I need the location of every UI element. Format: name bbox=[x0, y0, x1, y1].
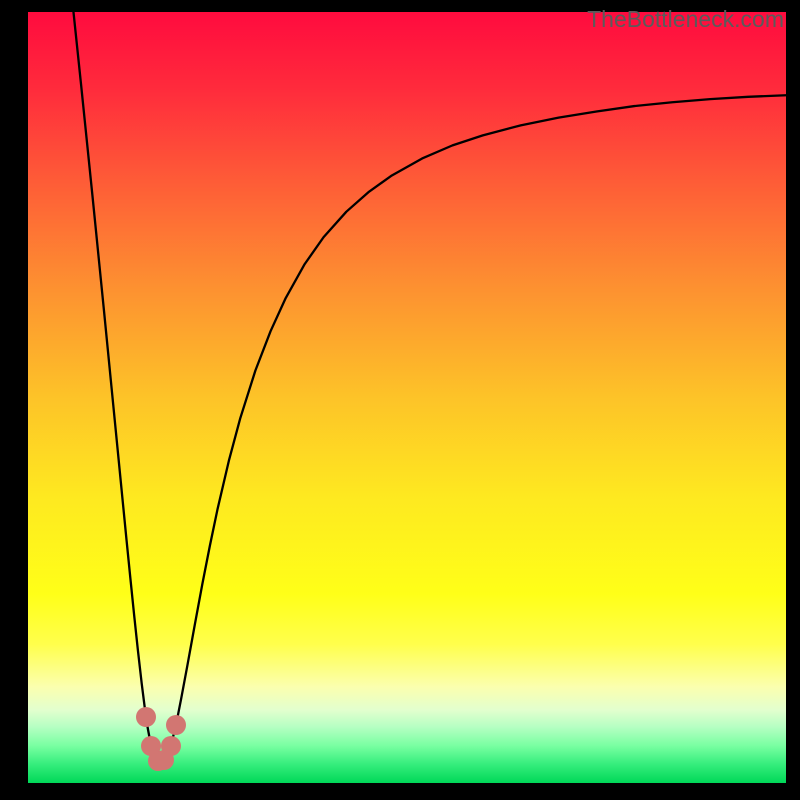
plot-area bbox=[28, 12, 786, 783]
watermark-label: TheBottleneck.com bbox=[587, 6, 784, 32]
frame-border-left bbox=[0, 0, 28, 800]
markers-layer bbox=[28, 12, 786, 783]
curve-marker bbox=[136, 707, 156, 727]
frame-border-bottom bbox=[0, 783, 800, 800]
curve-marker bbox=[161, 736, 181, 756]
frame-border-right bbox=[786, 0, 800, 800]
chart-container: TheBottleneck.com bbox=[0, 0, 800, 800]
curve-marker bbox=[166, 715, 186, 735]
watermark-text: TheBottleneck.com bbox=[587, 6, 784, 33]
